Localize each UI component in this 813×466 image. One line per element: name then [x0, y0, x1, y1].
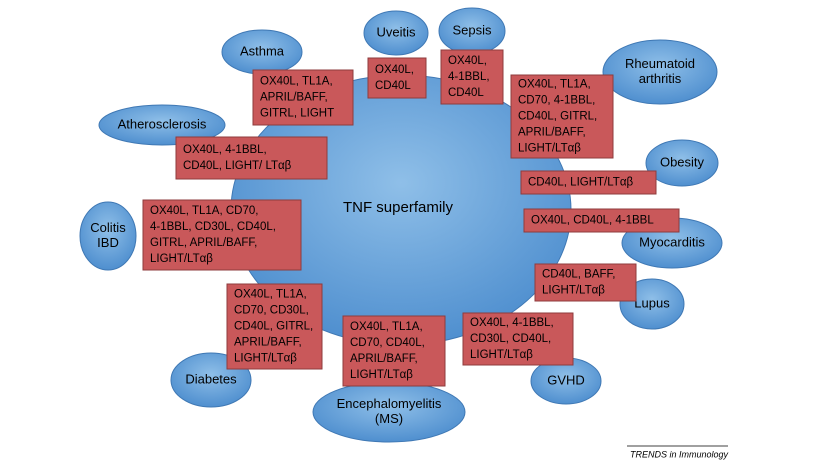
ligand-line: GITRL, LIGHT: [260, 108, 334, 120]
ligand-box: [367, 57, 427, 99]
ligand-line: LIGHT/LTαβ: [518, 143, 581, 155]
ligand-line: CD30L, CD40L,: [470, 333, 551, 345]
ligand-line: OX40L,: [448, 55, 487, 67]
ligand-line: LIGHT/LTαβ: [542, 285, 605, 297]
disease-label: IBD: [97, 235, 119, 250]
ligand-line: CD40L, GITRL,: [234, 321, 313, 333]
ligand-boxes: OX40L, TL1A, APRIL/BAFF, GITRL, LIGHT OX40L…: [142, 49, 680, 387]
ligand-line: 4-1BBL, CD30L, CD40L,: [150, 221, 276, 233]
disease-ellipse: [363, 10, 429, 56]
disease-label: Lupus: [634, 295, 670, 310]
center-label: TNF superfamily: [343, 199, 454, 216]
ligand-line: LIGHT/LTαβ: [470, 349, 533, 361]
disease-ellipse: [79, 201, 137, 271]
disease-label: Obesity: [660, 154, 705, 169]
ligand-box: [252, 69, 354, 126]
disease-label: arthritis: [639, 71, 682, 86]
ligand-box: [462, 312, 574, 366]
disease-label: Uveitis: [376, 24, 416, 39]
ligand-box: [523, 208, 680, 233]
ligand-line: CD40L, GITRL,: [518, 111, 597, 123]
disease-label: Sepsis: [452, 22, 492, 37]
ligand-line: APRIL/BAFF,: [518, 127, 586, 139]
ligand-line: CD40L: [375, 80, 411, 92]
ligand-line: OX40L, TL1A,: [518, 79, 591, 91]
ligand-line: OX40L, TL1A,: [260, 76, 333, 88]
disease-ellipse: [602, 39, 718, 105]
disease-label: Colitis: [90, 220, 126, 235]
ligand-line: CD40L, LIGHT/ LTαβ: [183, 160, 292, 172]
disease-ellipse: [645, 139, 719, 187]
ligand-line: GITRL, APRIL/BAFF,: [150, 237, 257, 249]
ligand-line: APRIL/BAFF,: [260, 92, 328, 104]
disease-label: Atherosclerosis: [118, 116, 207, 131]
ligand-line: OX40L, TL1A, CD70,: [150, 205, 258, 217]
ligand-line: OX40L, TL1A,: [350, 321, 423, 333]
ligand-box: [142, 199, 302, 271]
ligand-line: LIGHT/LTαβ: [234, 353, 297, 365]
disease-label: Myocarditis: [639, 234, 705, 249]
ligand-box: [175, 136, 328, 180]
ligand-line: LIGHT/LTαβ: [350, 369, 413, 381]
disease-label: (MS): [375, 411, 403, 426]
ligand-line: OX40L, 4-1BBL,: [470, 317, 554, 329]
ligand-line: CD40L: [448, 87, 484, 99]
ligand-box: [520, 170, 657, 195]
disease-label: Diabetes: [185, 371, 237, 386]
ligand-box: [342, 315, 446, 387]
ligand-line: OX40L, 4-1BBL,: [183, 144, 267, 156]
ligand-line: OX40L, CD40L, 4-1BBL: [531, 215, 654, 227]
disease-label: Rheumatoid: [625, 56, 695, 71]
ligand-line: LIGHT/LTαβ: [150, 253, 213, 265]
ligand-line: APRIL/BAFF,: [350, 353, 418, 365]
ligand-line: OX40L, TL1A,: [234, 289, 307, 301]
disease-label: Asthma: [240, 43, 285, 58]
ligand-line: APRIL/BAFF,: [234, 337, 302, 349]
ligand-box: [534, 263, 637, 302]
ligand-line: CD70, CD30L,: [234, 305, 309, 317]
ligand-line: 4-1BBL,: [448, 71, 490, 83]
ligand-line: OX40L,: [375, 64, 414, 76]
ligand-line: CD70, CD40L,: [350, 337, 425, 349]
disease-label: GVHD: [547, 372, 585, 387]
ligand-box: [226, 283, 323, 370]
ligand-line: CD40L, BAFF,: [542, 269, 616, 281]
disease-ellipse: [98, 104, 226, 146]
footer: TRENDS in Immunology: [630, 449, 729, 459]
ligand-line: CD40L, LIGHT/LTαβ: [528, 177, 633, 189]
disease-label: Encephalomyelitis: [337, 396, 442, 411]
ligand-box: [440, 49, 504, 105]
ligand-box: [510, 74, 614, 159]
ligand-line: CD70, 4-1BBL,: [518, 95, 595, 107]
